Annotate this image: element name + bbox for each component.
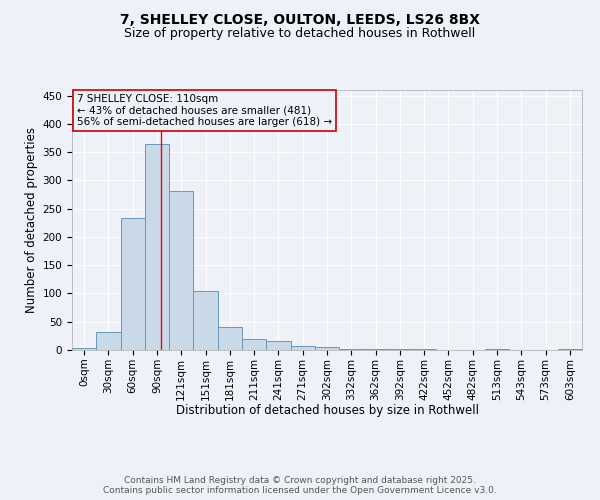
- Bar: [290, 346, 315, 350]
- Text: Contains HM Land Registry data © Crown copyright and database right 2025.
Contai: Contains HM Land Registry data © Crown c…: [103, 476, 497, 495]
- Bar: [315, 347, 339, 350]
- Bar: [145, 144, 169, 350]
- Bar: [72, 348, 96, 350]
- Text: 7, SHELLEY CLOSE, OULTON, LEEDS, LS26 8BX: 7, SHELLEY CLOSE, OULTON, LEEDS, LS26 8B…: [120, 12, 480, 26]
- Bar: [558, 349, 582, 350]
- Text: 7 SHELLEY CLOSE: 110sqm
← 43% of detached houses are smaller (481)
56% of semi-d: 7 SHELLEY CLOSE: 110sqm ← 43% of detache…: [77, 94, 332, 127]
- Bar: [218, 328, 242, 350]
- Bar: [266, 341, 290, 350]
- Bar: [121, 218, 145, 350]
- Bar: [242, 338, 266, 350]
- Bar: [169, 190, 193, 350]
- Y-axis label: Number of detached properties: Number of detached properties: [25, 127, 38, 313]
- X-axis label: Distribution of detached houses by size in Rothwell: Distribution of detached houses by size …: [176, 404, 479, 417]
- Bar: [339, 349, 364, 350]
- Bar: [193, 290, 218, 350]
- Bar: [96, 332, 121, 350]
- Text: Size of property relative to detached houses in Rothwell: Size of property relative to detached ho…: [124, 28, 476, 40]
